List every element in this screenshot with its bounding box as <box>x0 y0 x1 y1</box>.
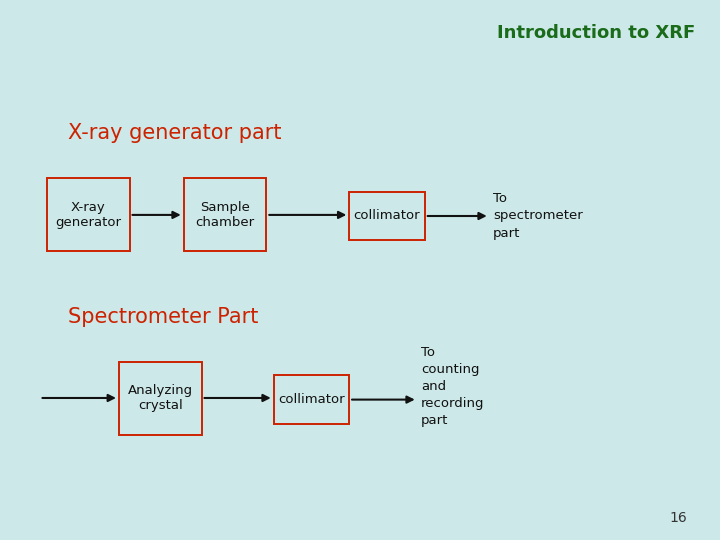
FancyBboxPatch shape <box>119 362 202 435</box>
FancyBboxPatch shape <box>47 178 130 251</box>
Text: Spectrometer Part: Spectrometer Part <box>68 307 258 327</box>
Text: collimator: collimator <box>278 393 345 406</box>
FancyBboxPatch shape <box>349 192 425 240</box>
Text: X-ray generator part: X-ray generator part <box>68 123 282 143</box>
Text: collimator: collimator <box>354 210 420 222</box>
Text: To
counting
and
recording
part: To counting and recording part <box>421 346 485 427</box>
FancyBboxPatch shape <box>274 375 349 424</box>
Text: Sample
chamber: Sample chamber <box>195 201 255 228</box>
Text: Analyzing
crystal: Analyzing crystal <box>127 384 193 412</box>
Text: 16: 16 <box>670 511 688 525</box>
Text: Introduction to XRF: Introduction to XRF <box>497 24 695 42</box>
Text: X-ray
generator: X-ray generator <box>55 201 121 228</box>
FancyBboxPatch shape <box>184 178 266 251</box>
Text: To
spectrometer
part: To spectrometer part <box>493 192 583 240</box>
